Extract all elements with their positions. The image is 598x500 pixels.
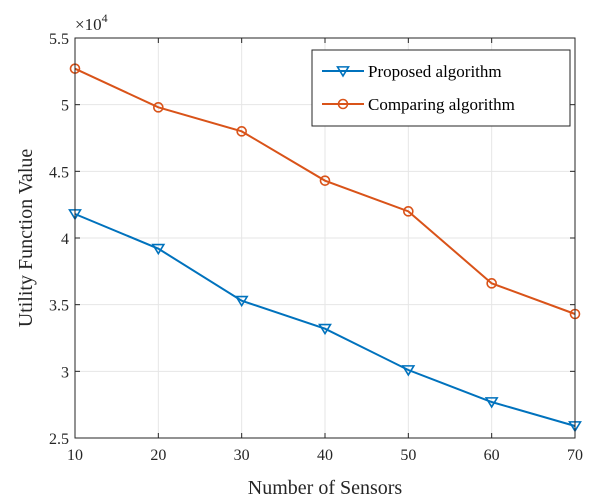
x-tick-label: 30 xyxy=(234,447,250,464)
x-axis-title: Number of Sensors xyxy=(248,477,403,499)
y-tick-label: 5 xyxy=(61,98,69,115)
x-tick-label: 70 xyxy=(567,447,583,464)
y-axis-title: Utility Function Value xyxy=(15,149,37,328)
data-point-marker xyxy=(318,323,332,336)
data-point-marker xyxy=(486,278,497,289)
legend-label: Comparing algorithm xyxy=(368,95,515,114)
x-tick-label: 60 xyxy=(484,447,500,464)
data-point-marker xyxy=(401,365,416,377)
series-line xyxy=(74,67,576,315)
y-tick-label: 4 xyxy=(61,231,69,248)
legend-box xyxy=(311,49,571,127)
data-point-marker xyxy=(236,126,247,137)
data-point-marker xyxy=(151,243,166,256)
y-tick-label: 4.5 xyxy=(49,164,69,181)
ticks: 10 20 30 40 50 60 70 2.5 3 3.5 4 4.5 5 5.5 xyxy=(49,31,583,464)
y-multiplier: ×104 xyxy=(75,11,108,34)
x-tick-label: 50 xyxy=(400,447,416,464)
legend-marker xyxy=(337,98,349,110)
y-tick-label: 3.5 xyxy=(49,298,69,315)
legend-entry: Proposed algorithm xyxy=(322,62,502,81)
data-point-marker xyxy=(484,397,499,409)
x-tick-label: 40 xyxy=(317,447,333,464)
data-point-marker xyxy=(319,175,331,186)
y-tick-label: 2.5 xyxy=(49,431,69,448)
series-line xyxy=(74,213,576,427)
x-tick-label: 20 xyxy=(150,447,166,464)
data-point-marker xyxy=(153,102,164,113)
legend-entry: Comparing algorithm xyxy=(322,95,515,114)
legend-marker xyxy=(336,66,350,78)
y-tick-label: 3 xyxy=(61,364,69,381)
legend: Proposed algorithm Comparing algorithm xyxy=(311,49,571,127)
x-tick-label: 10 xyxy=(67,447,83,464)
legend-label: Proposed algorithm xyxy=(368,62,502,81)
data-point-marker xyxy=(403,206,414,217)
data-point-marker xyxy=(234,295,249,308)
y-tick-label: 5.5 xyxy=(49,31,69,48)
